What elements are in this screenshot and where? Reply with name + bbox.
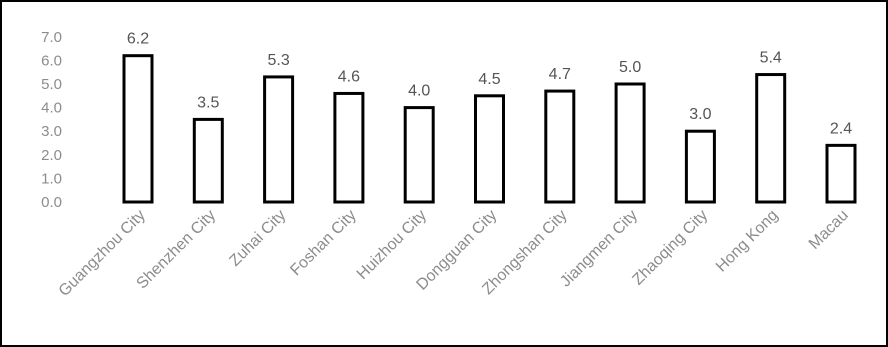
y-tick-label: 2.0 <box>41 147 62 164</box>
category-label: Zhaoqing City <box>629 207 711 289</box>
data-label: 4.5 <box>478 71 500 88</box>
category-label: Guangzhou City <box>56 207 149 300</box>
bar <box>403 106 435 204</box>
category-label: Foshan City <box>287 207 359 279</box>
data-label: 3.5 <box>197 94 219 111</box>
data-label: 5.0 <box>619 59 641 76</box>
bar <box>263 75 295 204</box>
bar <box>614 82 646 204</box>
category-label: Huizhou City <box>354 207 430 283</box>
data-label: 5.3 <box>267 52 289 69</box>
bar <box>192 117 224 204</box>
bar <box>825 143 857 204</box>
y-tick-label: 6.0 <box>41 52 62 69</box>
bar <box>544 89 576 204</box>
category-label: Zuhai City <box>226 207 289 270</box>
y-tick-label: 1.0 <box>41 170 62 187</box>
data-label: 4.6 <box>338 68 360 85</box>
y-tick-label: 5.0 <box>41 76 62 93</box>
bar <box>684 129 716 204</box>
bar <box>755 73 787 204</box>
data-label: 6.2 <box>127 31 149 48</box>
y-tick-label: 7.0 <box>41 29 62 46</box>
bar <box>122 54 154 204</box>
category-label: Hong Kong <box>713 207 782 276</box>
data-label: 5.4 <box>760 50 782 67</box>
data-label: 4.0 <box>408 83 430 100</box>
y-tick-label: 0.0 <box>41 194 62 211</box>
category-label: Macau <box>806 207 852 253</box>
y-tick-label: 3.0 <box>41 123 62 140</box>
y-tick-label: 4.0 <box>41 100 62 117</box>
data-label: 4.7 <box>549 66 571 83</box>
data-label: 3.0 <box>689 106 711 123</box>
data-label: 2.4 <box>830 120 852 137</box>
bar <box>333 91 365 204</box>
bar <box>474 94 505 204</box>
